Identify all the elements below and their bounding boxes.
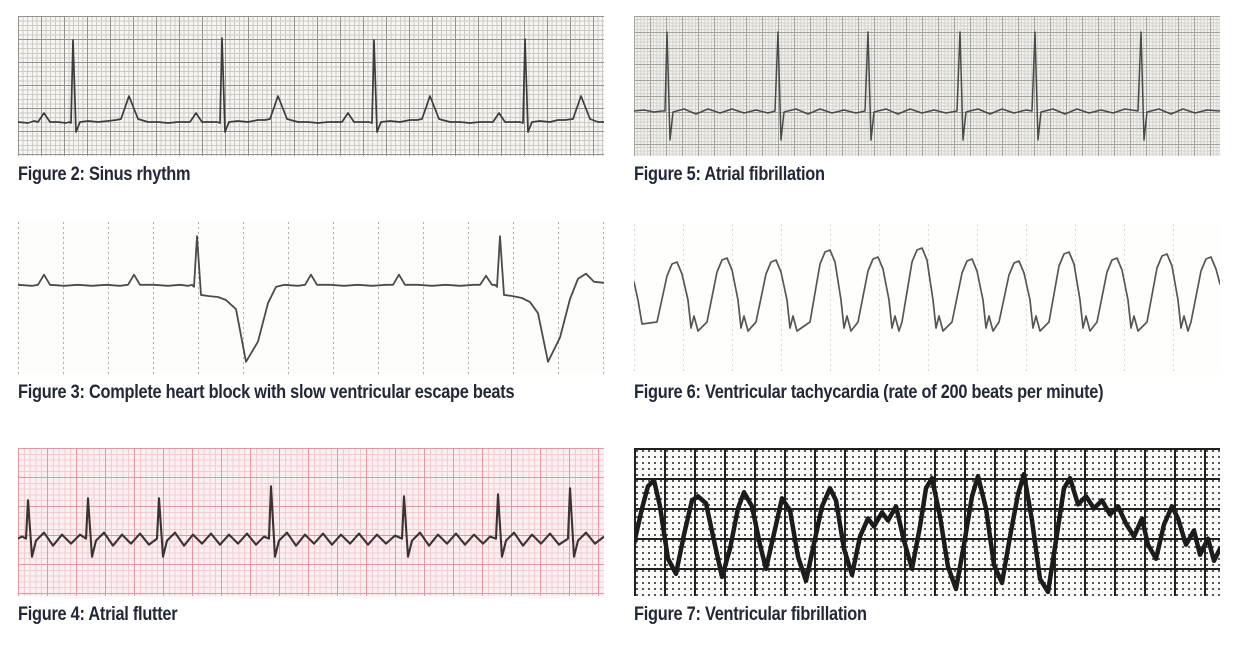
figure-caption: Figure 5: Atrial fibrillation [634, 164, 825, 185]
ecg-strip-complete-heart-block [18, 222, 604, 374]
figure-atrial-fibrillation: Figure 5: Atrial fibrillation [634, 16, 1220, 186]
ecg-trace-sinus-rhythm [18, 37, 604, 133]
ecg-trace-ventricular-fibrillation [634, 471, 1220, 595]
figure-ventricular-tachycardia: Figure 6: Ventricular tachycardia (rate … [634, 224, 1220, 404]
ecg-strip-ventricular-tachycardia [634, 224, 1220, 374]
ecg-trace-atrial-fibrillation [634, 31, 1220, 141]
figure-caption: Figure 2: Sinus rhythm [18, 164, 191, 185]
figure-atrial-flutter: Figure 4: Atrial flutter [18, 448, 604, 626]
figure-complete-heart-block: Figure 3: Complete heart block with slow… [18, 222, 604, 404]
figure-caption: Figure 3: Complete heart block with slow… [18, 382, 515, 403]
figure-caption: Figure 6: Ventricular tachycardia (rate … [634, 382, 1104, 403]
ecg-trace-atrial-flutter [18, 485, 604, 558]
figure-sinus-rhythm: Figure 2: Sinus rhythm [18, 16, 604, 186]
ecg-trace-ventricular-tachycardia [634, 247, 1220, 332]
figure-ventricular-fibrillation: Figure 7: Ventricular fibrillation [634, 448, 1220, 626]
figure-caption: Figure 4: Atrial flutter [18, 604, 178, 625]
figure-caption: Figure 7: Ventricular fibrillation [634, 604, 867, 625]
ecg-strip-ventricular-fibrillation [634, 448, 1220, 596]
ecg-trace-complete-heart-block [18, 235, 604, 363]
ecg-strip-sinus-rhythm [18, 16, 604, 156]
ecg-strip-atrial-fibrillation [634, 16, 1220, 156]
ecg-strip-atrial-flutter [18, 448, 604, 596]
